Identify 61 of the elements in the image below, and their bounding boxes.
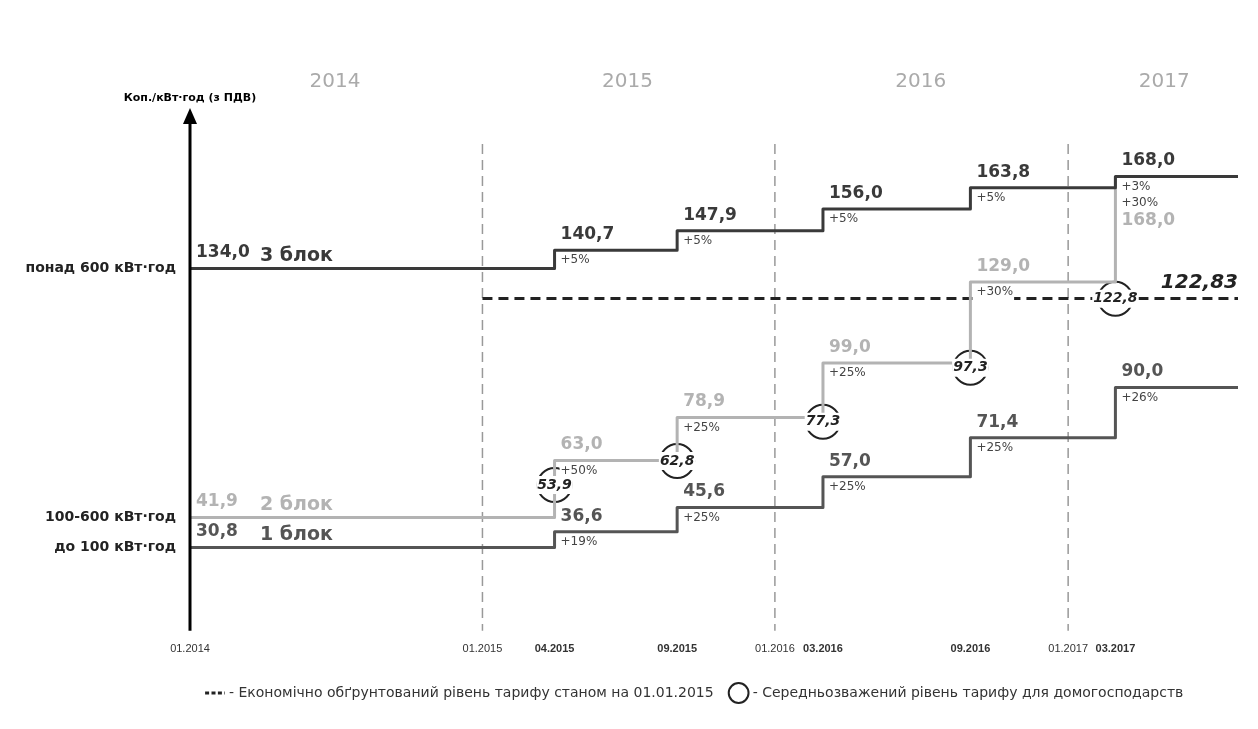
annotation: +25% xyxy=(828,365,866,380)
data-label: 62,8 xyxy=(659,451,695,468)
data-label: 45,6 xyxy=(683,480,726,501)
data-label: 134,0 xyxy=(196,241,250,262)
series-label: 1 блок xyxy=(260,521,334,544)
series-label: 3 блок xyxy=(260,242,334,265)
annotation: +5% xyxy=(828,211,859,226)
data-label: 36,6 xyxy=(560,504,603,525)
x2-tick-label: 2015 xyxy=(602,68,653,93)
x2-tick-label: 2014 xyxy=(309,68,361,93)
x2-tick-label: 2016 xyxy=(895,68,947,93)
x-tick-label: 01.2015 xyxy=(462,642,503,655)
data-label: 163,8 xyxy=(976,160,1031,181)
y-axis-title: Коп./кВт·год (з ПДВ) xyxy=(123,91,257,105)
data-label: 41,9 xyxy=(196,490,238,511)
text: понад 600 кВт·год xyxy=(25,259,176,276)
data-label: 156,0 xyxy=(828,181,883,202)
x-tick-label: 04.2015 xyxy=(534,642,575,655)
data-label: 97,3 xyxy=(953,358,988,375)
annotation: +50% xyxy=(560,462,598,477)
series-label: 2 блок xyxy=(260,491,334,514)
x2-tick-label: 2017 xyxy=(1138,68,1190,93)
data-label: 63,0 xyxy=(560,433,603,454)
data-label: 77,3 xyxy=(805,412,841,429)
annotation: +19% xyxy=(560,533,598,548)
data-label: 71,4 xyxy=(976,410,1019,431)
annotation: +25% xyxy=(828,478,866,493)
data-label: 168,0 xyxy=(1121,209,1176,230)
data-label: 122,8 xyxy=(1093,289,1138,306)
x-tick-label: 01.2016 xyxy=(755,642,795,655)
data-label: 168,0 xyxy=(1121,149,1176,170)
annotation: +5% xyxy=(976,189,1006,204)
text: до 100 кВт·год xyxy=(54,538,176,555)
data-label: 57,0 xyxy=(828,449,872,470)
data-label: 30,8 xyxy=(196,520,238,541)
annotation: +25% xyxy=(683,509,720,524)
annotation: +5% xyxy=(683,232,713,247)
x-tick-label: 01.2014 xyxy=(170,642,210,655)
legend-label: - Економічно обґрунтований рівень тарифу станом на 01.01.2015 xyxy=(229,683,714,700)
data-label: 129,0 xyxy=(976,254,1031,275)
x-tick-label: 09.2016 xyxy=(950,642,991,655)
legend-label: - Середньозважений рівень тарифу для домогосподарств xyxy=(752,683,1184,700)
annotation: +30% xyxy=(976,284,1014,299)
data-label: 99,0 xyxy=(828,335,872,356)
annotation: +5% xyxy=(560,252,590,267)
data-label: 90,0 xyxy=(1121,360,1164,381)
x-tick-label: 03.2016 xyxy=(803,642,843,655)
data-label: 78,9 xyxy=(683,390,726,411)
annotation: +25% xyxy=(976,439,1014,454)
annotation: +26% xyxy=(1121,389,1159,404)
text: 100-600 кВт·год xyxy=(45,508,176,525)
annotation: +3% xyxy=(1121,178,1151,193)
data-label: 147,9 xyxy=(683,203,737,224)
annotation: +30% xyxy=(1121,194,1159,209)
data-label: 140,7 xyxy=(560,223,615,244)
x-tick-label: 09.2015 xyxy=(657,642,698,655)
data-label: 122,83 xyxy=(1160,268,1238,293)
x-tick-label: 01.2017 xyxy=(1048,642,1089,655)
x-tick-label: 03.2017 xyxy=(1095,642,1136,655)
annotation: +25% xyxy=(683,419,720,434)
data-label: 53,9 xyxy=(537,475,573,492)
